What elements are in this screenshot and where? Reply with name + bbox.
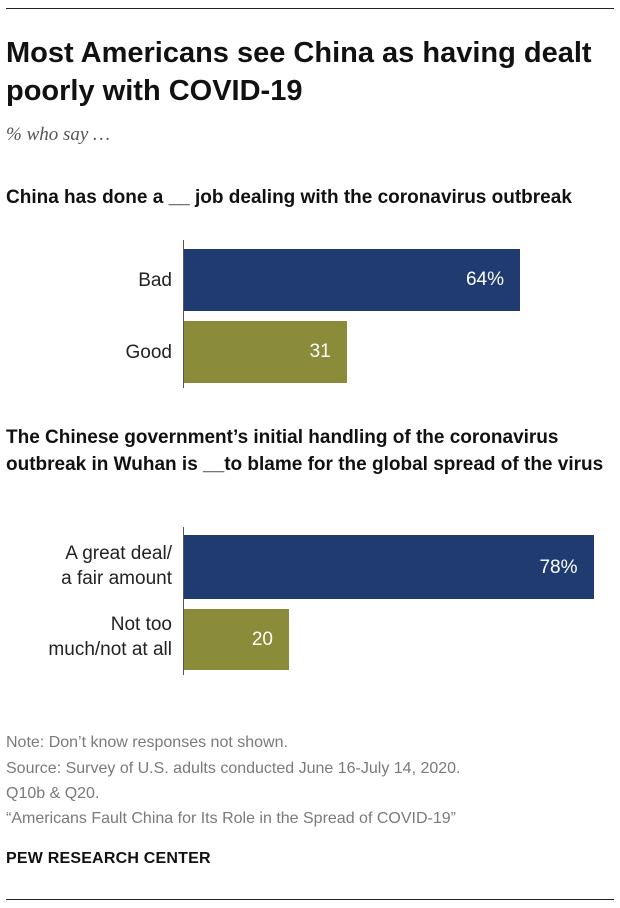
value-label-good: 31 <box>309 341 331 362</box>
pew-research-center-brand: PEW RESEARCH CENTER <box>6 850 211 867</box>
note-text: Note: Don’t know responses not shown. <box>6 734 288 751</box>
top-rule <box>6 8 614 9</box>
bottom-rule <box>6 899 614 900</box>
source-text-line-1: Source: Survey of U.S. adults conducted … <box>6 760 461 777</box>
axis-line-2 <box>183 527 184 675</box>
category-label-good: Good <box>125 342 172 363</box>
category-label-not-too-much-line-2: much/not at all <box>48 639 172 660</box>
bar-not-too-much <box>184 609 289 670</box>
value-label-not-too-much: 20 <box>251 629 273 650</box>
report-title-text: “Americans Fault China for Its Role in t… <box>6 810 456 827</box>
value-label-bad: 64% <box>465 269 504 290</box>
chart-subtitle: % who say … <box>6 124 110 145</box>
category-label-not-too-much: Not too much/not at all <box>0 612 172 662</box>
bar-good <box>184 321 347 383</box>
category-label-great-deal: A great deal/ a fair amount <box>0 541 172 591</box>
category-label-not-too-much-line-1: Not too <box>110 614 172 635</box>
bar-great-deal <box>184 535 594 599</box>
section-title-china-job: China has done a __ job dealing with the… <box>6 187 572 208</box>
bar-bad <box>184 249 520 311</box>
section-title-wuhan-blame: The Chinese government’s initial handlin… <box>6 427 604 475</box>
chart-title: Most Americans see China as having dealt… <box>6 37 592 107</box>
value-label-great-deal: 78% <box>539 557 578 578</box>
axis-line-1 <box>183 240 184 388</box>
category-label-great-deal-line-2: a fair amount <box>61 568 172 589</box>
source-text-line-2: Q10b & Q20. <box>6 785 100 802</box>
category-label-great-deal-line-1: A great deal/ <box>65 543 172 564</box>
category-label-bad: Bad <box>138 270 172 291</box>
